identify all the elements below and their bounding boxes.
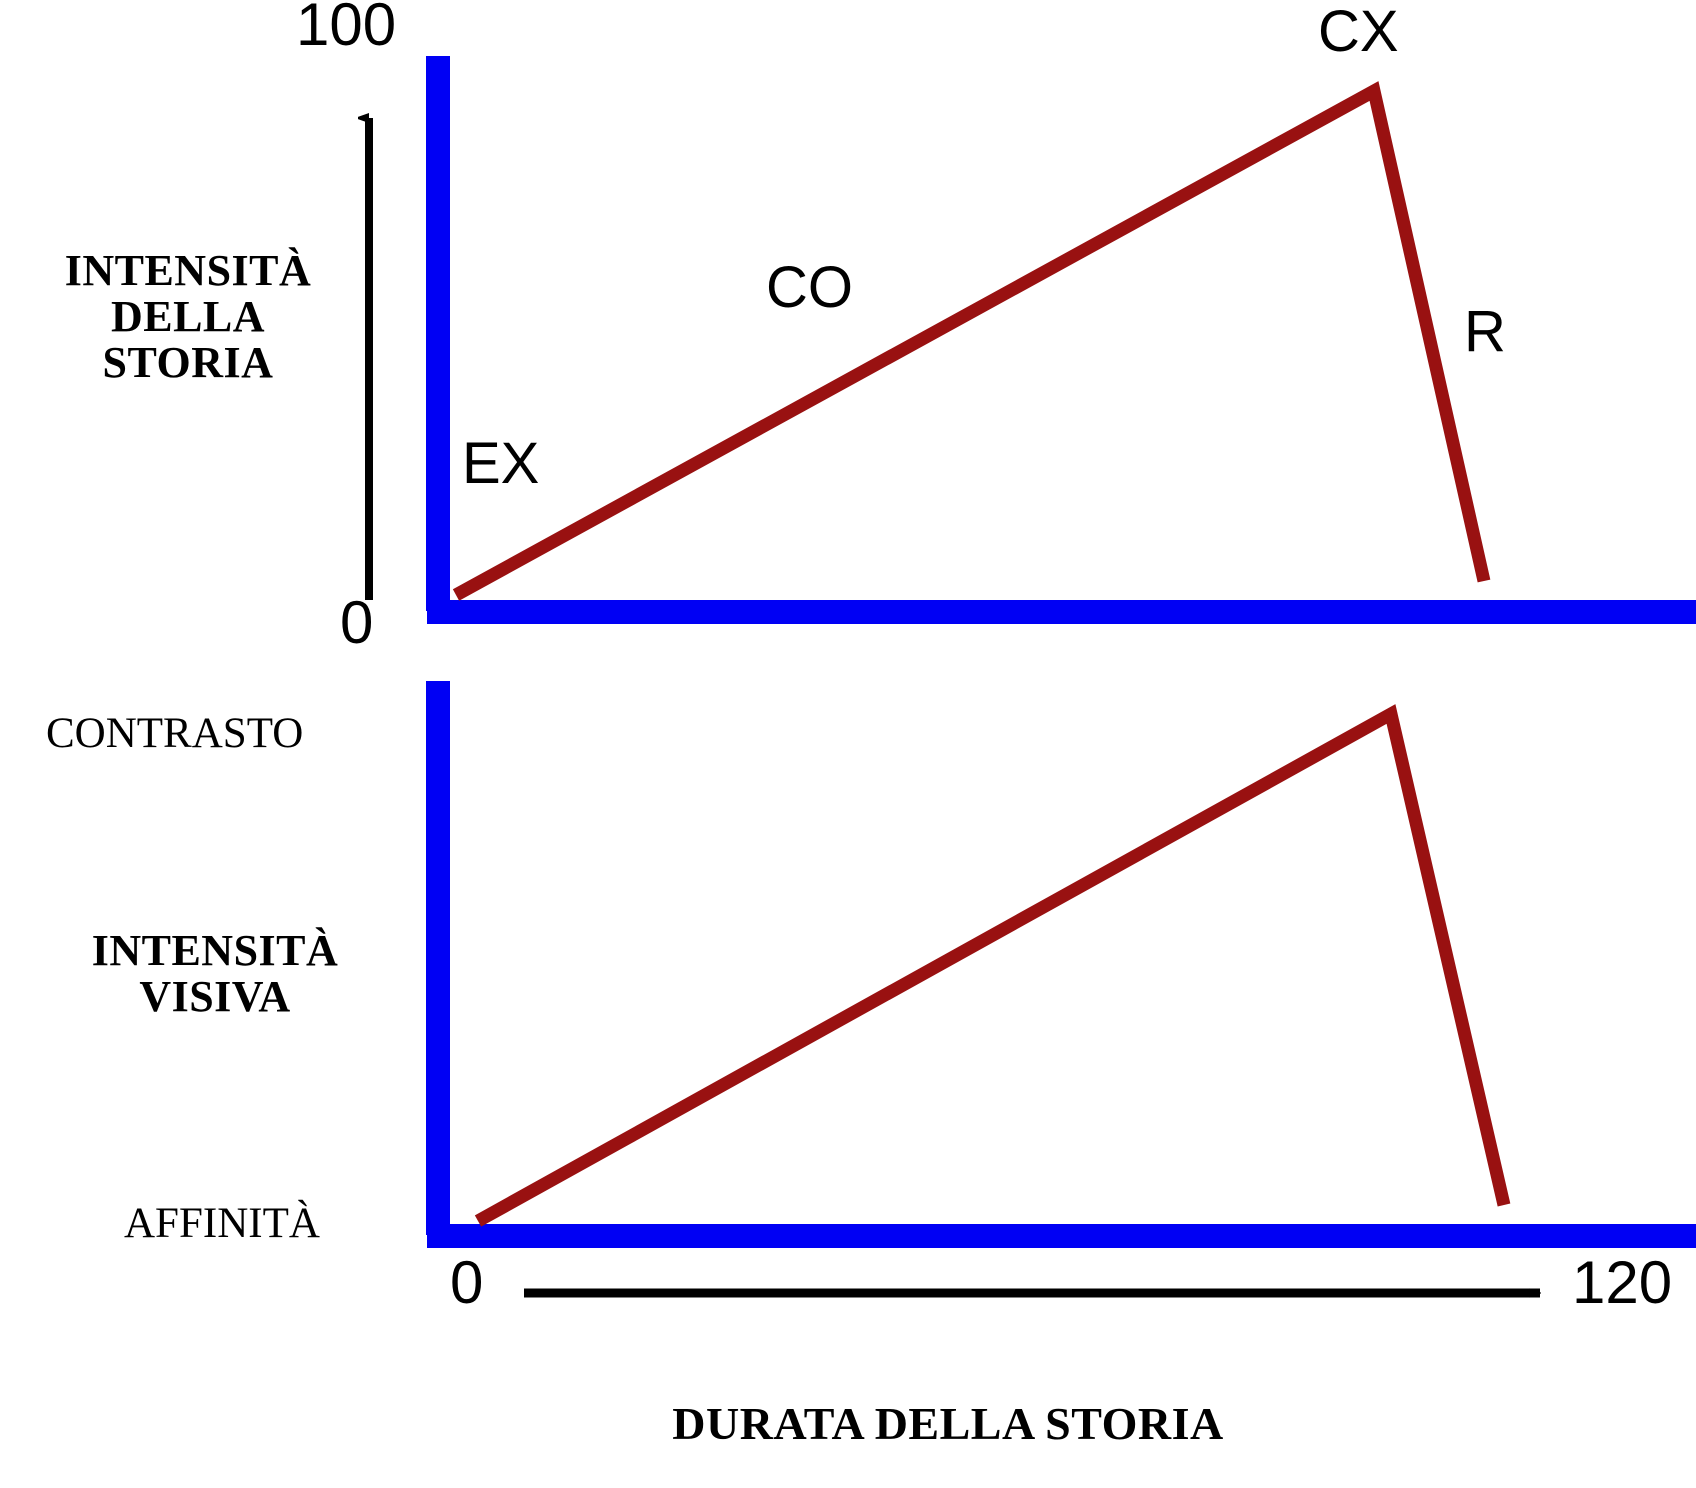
stage-label-exposition: EX — [462, 431, 540, 496]
bottom-chart-axes — [426, 681, 1696, 1248]
story-intensity-curve — [452, 81, 1491, 601]
stage-label-complication: CO — [766, 255, 853, 320]
visual-intensity-curve — [474, 704, 1511, 1227]
top-chart-axes — [426, 56, 1696, 624]
x-axis-max-tick-label: 120 — [1572, 1249, 1673, 1316]
y-axis-bottom-label-affinita: AFFINITÀ — [124, 1200, 320, 1247]
y-axis-top-label-contrasto: CONTRASTO — [46, 710, 304, 757]
stage-label-climax: CX — [1318, 0, 1399, 64]
y-axis-min-tick-label: 0 — [340, 589, 374, 656]
x-axis-min-tick-label: 0 — [450, 1249, 484, 1316]
y-axis-max-tick-label: 100 — [296, 0, 397, 58]
x-axis-title: DURATA DELLA STORIA — [672, 1398, 1224, 1449]
stage-label-resolution: R — [1464, 299, 1506, 364]
y-axis-title-story-intensity: INTENSITÀ DELLA STORIA — [64, 246, 312, 387]
y-axis-title-visual-intensity: INTENSITÀ VISIVA — [91, 926, 339, 1021]
